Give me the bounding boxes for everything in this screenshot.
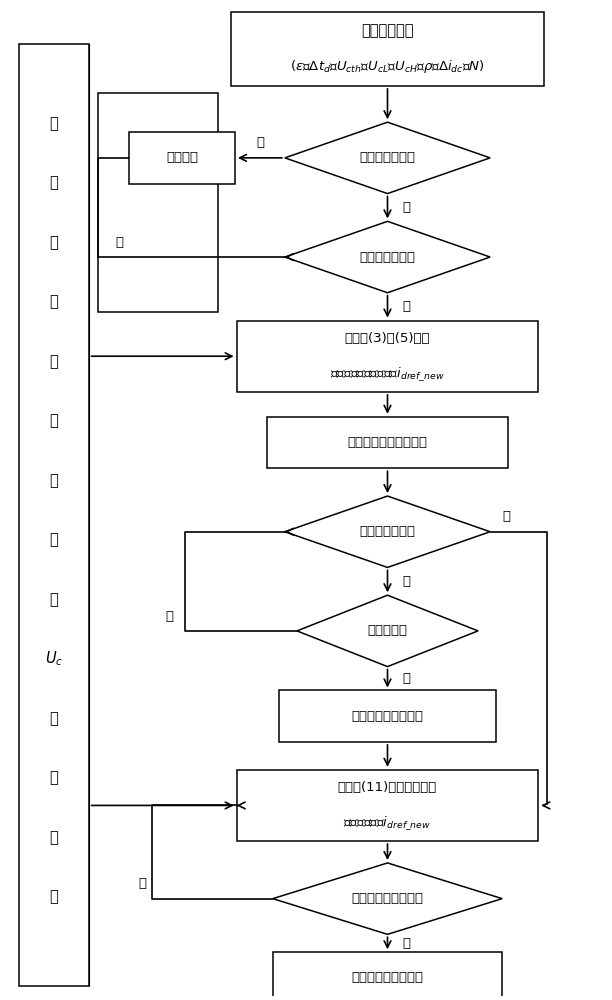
Text: 控制量已全部撤销？: 控制量已全部撤销？ xyxy=(351,892,424,905)
Text: 压: 压 xyxy=(50,592,58,607)
Text: 测: 测 xyxy=(50,711,58,726)
Text: 线: 线 xyxy=(50,473,58,488)
Text: 母: 母 xyxy=(50,413,58,428)
Bar xyxy=(273,952,502,1000)
Polygon shape xyxy=(297,595,478,667)
Text: 满足持续时间？: 满足持续时间？ xyxy=(359,251,416,264)
Bar xyxy=(279,690,496,742)
Text: 是: 是 xyxy=(403,201,411,214)
Text: 计时清零: 计时清零 xyxy=(166,151,198,164)
Text: 系统恢复、控制结束: 系统恢复、控制结束 xyxy=(351,971,424,984)
Bar xyxy=(237,770,539,841)
Polygon shape xyxy=(285,496,490,567)
Text: 站: 站 xyxy=(50,354,58,369)
Bar xyxy=(98,93,218,312)
Text: 利用式(3)～(5)计算: 利用式(3)～(5)计算 xyxy=(345,332,430,345)
Text: 变: 变 xyxy=(50,294,58,309)
Text: 直流电流回降控制指令$i_{dref\_new}$: 直流电流回降控制指令$i_{dref\_new}$ xyxy=(330,365,445,383)
Bar xyxy=(237,321,539,392)
Text: 控制参数整定: 控制参数整定 xyxy=(361,23,414,38)
Text: 是: 是 xyxy=(403,300,411,313)
Text: 电压失稳？: 电压失稳？ xyxy=(367,624,408,637)
Text: 直: 直 xyxy=(50,116,58,131)
Polygon shape xyxy=(285,122,490,194)
Bar xyxy=(19,44,89,986)
Text: 流: 流 xyxy=(50,175,58,190)
Text: 量: 量 xyxy=(50,770,58,785)
Text: 否: 否 xyxy=(403,575,411,588)
Text: 逆: 逆 xyxy=(50,235,58,250)
Text: 样: 样 xyxy=(50,889,58,904)
Bar xyxy=(267,417,508,468)
Text: 满足启动判据？: 满足启动判据？ xyxy=(359,151,416,164)
Text: $U_c$: $U_c$ xyxy=(45,649,63,668)
Text: 直流系统执行功率控制: 直流系统执行功率控制 xyxy=(348,436,428,449)
Text: 否: 否 xyxy=(116,236,124,249)
Text: 采: 采 xyxy=(50,830,58,845)
Bar xyxy=(231,12,545,86)
Text: 否: 否 xyxy=(165,610,173,623)
Text: 直流闭锁、控制复位: 直流闭锁、控制复位 xyxy=(351,710,424,723)
Polygon shape xyxy=(273,863,502,934)
Text: 提升控制指令$i_{dref\_new}$: 提升控制指令$i_{dref\_new}$ xyxy=(343,814,431,832)
Bar xyxy=(129,132,235,184)
Text: 是: 是 xyxy=(403,937,411,950)
Text: 电: 电 xyxy=(50,532,58,547)
Text: 否: 否 xyxy=(256,136,264,149)
Text: 否: 否 xyxy=(138,877,146,890)
Text: ($\varepsilon$、$\Delta t_d$、$U_{cth}$、$U_{cL}$、$U_{cH}$、$\rho$、$\Delta i_{dc}$、$: ($\varepsilon$、$\Delta t_d$、$U_{cth}$、$U… xyxy=(290,58,485,75)
Text: 是: 是 xyxy=(403,672,411,685)
Polygon shape xyxy=(285,221,490,293)
Text: 是: 是 xyxy=(502,510,510,523)
Text: 满足撤销判据？: 满足撤销判据？ xyxy=(359,525,416,538)
Text: 利用式(11)计算直流电流: 利用式(11)计算直流电流 xyxy=(338,781,437,794)
